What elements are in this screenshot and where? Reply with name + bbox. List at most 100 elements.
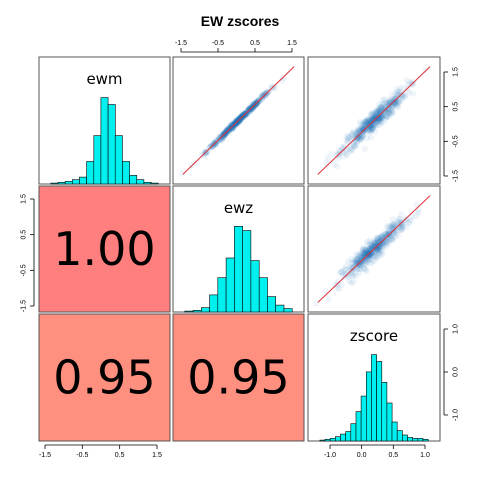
- scatter-point: [381, 107, 389, 115]
- scatter-point: [391, 220, 398, 228]
- scatter-point: [365, 256, 372, 263]
- scatter-point: [233, 120, 240, 127]
- scatter-point: [358, 125, 366, 132]
- scatter-point: [376, 105, 383, 112]
- scatter-point: [386, 100, 393, 108]
- scatter-point: [362, 258, 369, 265]
- scatter-point: [219, 134, 227, 141]
- scatter-point: [369, 252, 377, 259]
- scatter-point: [210, 141, 218, 149]
- scatter-point: [231, 118, 238, 125]
- scatter-point: [363, 125, 371, 132]
- scatter-point: [368, 110, 375, 118]
- scatter-point: [356, 257, 364, 264]
- scatter-point: [390, 97, 397, 105]
- scatter-point: [335, 147, 342, 154]
- scatter-point: [334, 284, 341, 292]
- scatter-point: [233, 119, 241, 127]
- scatter-point: [359, 127, 366, 134]
- scatter-point: [359, 258, 366, 265]
- scatter-point: [367, 246, 374, 254]
- scatter-point: [396, 216, 403, 223]
- scatter-point: [360, 254, 367, 261]
- scatter-point: [358, 259, 365, 266]
- scatter-point: [383, 238, 390, 245]
- scatter-point: [232, 119, 239, 127]
- scatter-point: [259, 92, 266, 99]
- scatter-point: [198, 151, 205, 159]
- scatter-point: [380, 100, 387, 107]
- scatter-point: [366, 126, 373, 134]
- tick-label: 0.5: [115, 452, 125, 459]
- scatter-point: [344, 258, 352, 265]
- scatter-point: [366, 123, 373, 130]
- scatter-point: [229, 121, 236, 129]
- tick-label: -1.5: [21, 300, 28, 312]
- scatter-point: [394, 104, 402, 111]
- scatter-point: [349, 147, 356, 154]
- scatter-point: [375, 108, 383, 115]
- scatter-point: [371, 121, 378, 128]
- histogram-bar: [100, 97, 109, 185]
- scatter-point: [375, 242, 383, 249]
- scatter-point: [381, 96, 388, 103]
- scatter-point: [374, 114, 381, 122]
- tick-label: 0.0: [453, 367, 460, 377]
- scatter-point: [235, 116, 242, 123]
- scatter-point: [355, 259, 362, 266]
- scatter-point: [402, 92, 409, 99]
- scatter-point: [389, 104, 396, 112]
- scatter-point: [384, 224, 391, 231]
- histogram-bar: [329, 438, 336, 442]
- scatter-point: [340, 267, 347, 275]
- scatter-point: [228, 122, 236, 129]
- scatter-point: [345, 135, 352, 142]
- scatter-point: [365, 257, 372, 264]
- scatter-point: [377, 103, 385, 111]
- tick-label: 1.5: [287, 40, 297, 47]
- scatter-point: [345, 277, 353, 285]
- scatter-point: [362, 260, 370, 268]
- scatter-point: [381, 104, 389, 112]
- scatter-point: [263, 88, 271, 96]
- scatter-point: [376, 249, 383, 256]
- scatter-point: [212, 138, 220, 145]
- scatter-point: [380, 234, 388, 241]
- scatter-point: [230, 120, 238, 127]
- scatter-point: [352, 272, 360, 280]
- scatter-point: [361, 121, 368, 129]
- scatter-point: [389, 221, 396, 228]
- scatter-point: [382, 236, 389, 243]
- scatter-point: [374, 240, 382, 247]
- tick-label: -0.5: [76, 452, 88, 459]
- scatter-point: [360, 250, 367, 257]
- scatter-point: [362, 247, 370, 254]
- scatter-point: [253, 99, 260, 106]
- scatter-point: [365, 252, 372, 259]
- scatter-point: [375, 111, 382, 119]
- scatter-point: [323, 159, 330, 166]
- scatter-point: [235, 118, 243, 125]
- scatter-point: [355, 261, 363, 269]
- scatter-point: [359, 133, 367, 140]
- scatter-point: [374, 247, 381, 255]
- scatter-point: [217, 136, 224, 143]
- scatter-point: [357, 253, 365, 261]
- scatter-point: [368, 111, 375, 118]
- scatter-point: [392, 227, 399, 234]
- scatter-point: [374, 250, 381, 257]
- scatter-point: [380, 241, 387, 248]
- scatter-point: [217, 133, 225, 140]
- scatter-point: [377, 106, 385, 113]
- scatter-point: [258, 95, 266, 102]
- scatter-point: [366, 250, 374, 258]
- scatter-point: [244, 107, 251, 114]
- scatter-point: [262, 90, 269, 97]
- scatter-point: [369, 120, 377, 127]
- scatter-point: [351, 137, 359, 144]
- scatter-point: [380, 119, 388, 126]
- scatter-point: [350, 264, 357, 272]
- scatter-point: [390, 225, 397, 232]
- scatter-point: [355, 137, 362, 144]
